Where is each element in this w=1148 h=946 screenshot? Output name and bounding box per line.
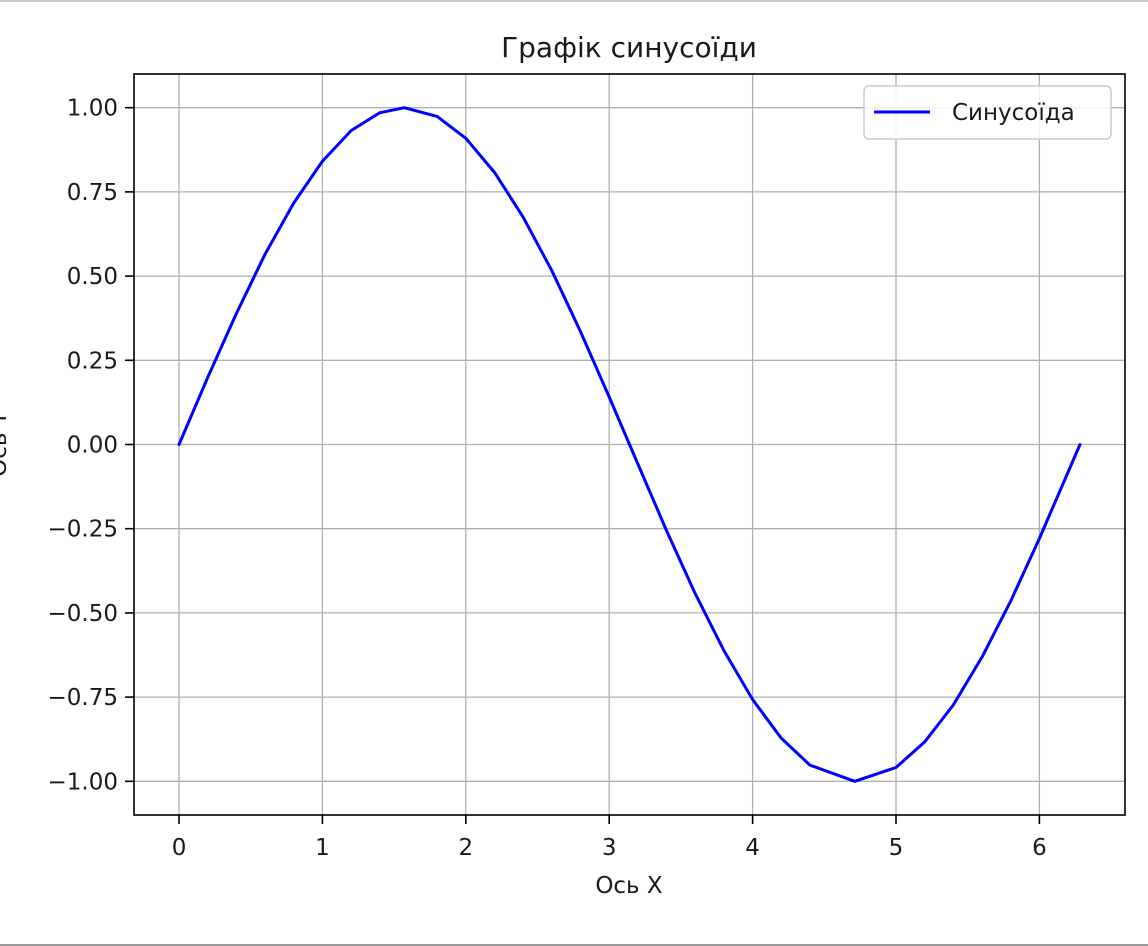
y-tick-label: 1.00 (67, 96, 118, 122)
ticks: 0 1 2 3 4 5 6 1.00 0.75 0.50 0.25 0.00 −0.25 −0.50 −0.… (48, 96, 1047, 861)
y-tick-label: 0.25 (67, 348, 118, 374)
x-tick-label: 5 (889, 835, 904, 861)
x-tick-label: 0 (172, 835, 187, 861)
x-axis-title: Ось X (595, 873, 663, 899)
y-tick-label: −0.50 (48, 601, 118, 627)
x-tick-label: 2 (458, 835, 473, 861)
y-tick-label: 0.75 (67, 180, 118, 206)
series-layer (177, 106, 1082, 783)
legend-label: Синусоїда (952, 100, 1075, 126)
chart-title: Графік синусоїди (501, 31, 757, 64)
legend-box (863, 85, 1112, 140)
x-tick-label: 4 (745, 835, 760, 861)
y-axis-title: Ось Y (0, 410, 12, 477)
y-tick-label: −1.00 (48, 769, 118, 795)
y-tick-label: 0.00 (67, 433, 118, 459)
x-tick-label: 1 (315, 835, 330, 861)
y-tick-label: −0.25 (48, 517, 118, 543)
y-tick-label: −0.75 (48, 685, 118, 711)
x-tick-label: 3 (602, 835, 617, 861)
legend[interactable]: Синусоїда (863, 85, 1112, 140)
y-tick-label: 0.50 (67, 264, 118, 290)
x-tick-label: 6 (1032, 835, 1047, 861)
grid (134, 74, 1125, 815)
series-line-0 (177, 106, 1082, 783)
